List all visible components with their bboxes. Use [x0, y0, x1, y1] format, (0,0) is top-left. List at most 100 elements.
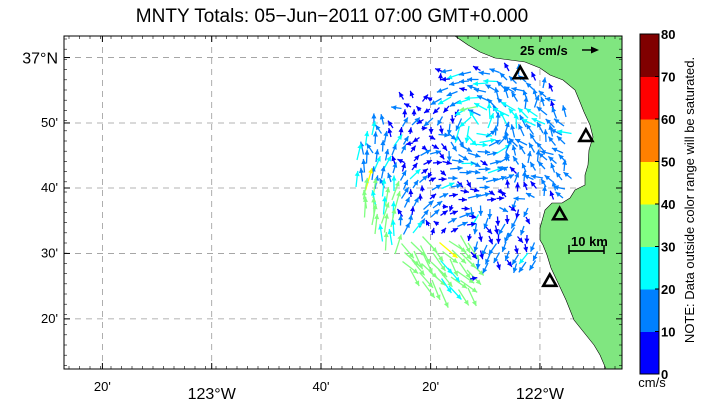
vector-114 [456, 136, 465, 148]
vector-1 [440, 68, 453, 74]
vector-333 [493, 225, 499, 235]
vector-211 [521, 162, 527, 173]
vector-33 [409, 90, 415, 99]
vector-250 [460, 188, 470, 194]
vector-332 [485, 226, 493, 235]
vector-320 [371, 203, 378, 226]
vector-23 [467, 84, 477, 90]
vector-157 [438, 152, 445, 160]
vector-108 [398, 126, 404, 136]
vector-162 [486, 151, 498, 157]
vector-201 [427, 171, 433, 179]
vector-334 [497, 223, 506, 236]
vector-386 [518, 252, 529, 265]
vector-236 [544, 174, 553, 183]
vector-268 [417, 193, 423, 201]
vector-301 [523, 207, 529, 218]
vector-scale-arrowhead [591, 46, 599, 54]
vector-234 [523, 174, 534, 181]
colorbar-band-6 [640, 76, 659, 120]
vector-31 [548, 83, 554, 92]
vector-416 [438, 287, 449, 308]
vector-341 [412, 220, 423, 234]
vector-367 [501, 241, 507, 253]
vector-317 [504, 214, 510, 225]
vector-133 [421, 145, 428, 151]
vector-95 [468, 110, 480, 125]
vector-247 [431, 184, 442, 191]
vector-79 [517, 107, 529, 119]
vector-362 [458, 244, 472, 261]
vector-164 [505, 138, 512, 153]
vector-309 [430, 209, 440, 218]
vector-180 [442, 160, 452, 165]
vector-267 [408, 189, 414, 198]
vector-399 [506, 259, 513, 268]
vector-330 [466, 221, 477, 227]
vector-402 [528, 260, 537, 271]
vector-216 [358, 167, 364, 182]
vector-232 [513, 172, 520, 183]
vector-387 [532, 251, 539, 262]
vector-70 [436, 116, 444, 126]
vector-388 [402, 260, 419, 275]
vector-407 [447, 267, 461, 283]
vector-356 [401, 243, 415, 259]
vector-49 [391, 105, 402, 111]
vector-24 [473, 87, 487, 93]
vector-161 [477, 149, 491, 155]
vector-352 [517, 236, 524, 244]
vector-87 [401, 117, 409, 127]
vector-158 [446, 150, 452, 162]
vector-53 [432, 107, 440, 115]
colorbar-tick-label-7: 70 [661, 70, 675, 85]
vector-243 [391, 175, 397, 192]
vector-145 [529, 133, 538, 144]
vector-181 [451, 158, 464, 164]
vector-36 [430, 97, 442, 106]
vector-153 [400, 144, 407, 154]
vector-120 [510, 124, 516, 138]
vector-264 [381, 178, 387, 197]
vector-228 [476, 175, 488, 181]
vector-203 [449, 165, 463, 171]
station-marker-0 [511, 64, 529, 80]
vector-255 [505, 179, 511, 189]
vector-405 [428, 270, 446, 286]
vector-271 [448, 192, 458, 198]
vector-324 [408, 214, 414, 225]
vector-302 [362, 196, 368, 218]
vector-169 [540, 150, 554, 156]
vector-185 [489, 159, 501, 165]
vector-99 [513, 113, 519, 129]
vector-300 [515, 209, 520, 219]
vector-19 [531, 71, 537, 81]
vector-155 [420, 149, 432, 157]
vector-371 [383, 231, 389, 251]
vector-260 [551, 180, 557, 191]
vector-310 [440, 210, 449, 217]
vector-144 [514, 138, 528, 146]
colorbar-band-1 [640, 289, 659, 332]
vector-240 [364, 167, 373, 191]
vector-75 [486, 103, 492, 120]
vector-63 [533, 95, 540, 108]
vector-25 [485, 83, 496, 92]
vector-179 [432, 160, 442, 166]
vector-360 [439, 242, 458, 259]
vector-101 [521, 118, 536, 127]
vector-scale: 25 cm/s [520, 43, 599, 58]
vector-377 [442, 250, 459, 264]
vector-331 [473, 223, 478, 235]
vector-393 [449, 258, 459, 277]
vector-61 [500, 101, 516, 112]
vector-369 [523, 243, 529, 253]
vector-167 [528, 142, 536, 153]
vector-196 [382, 155, 392, 170]
vector-326 [425, 219, 431, 227]
vector-374 [413, 250, 424, 270]
vector-177 [413, 154, 420, 162]
vector-22 [459, 86, 468, 92]
vector-11 [448, 81, 460, 87]
vector-415 [469, 276, 478, 281]
